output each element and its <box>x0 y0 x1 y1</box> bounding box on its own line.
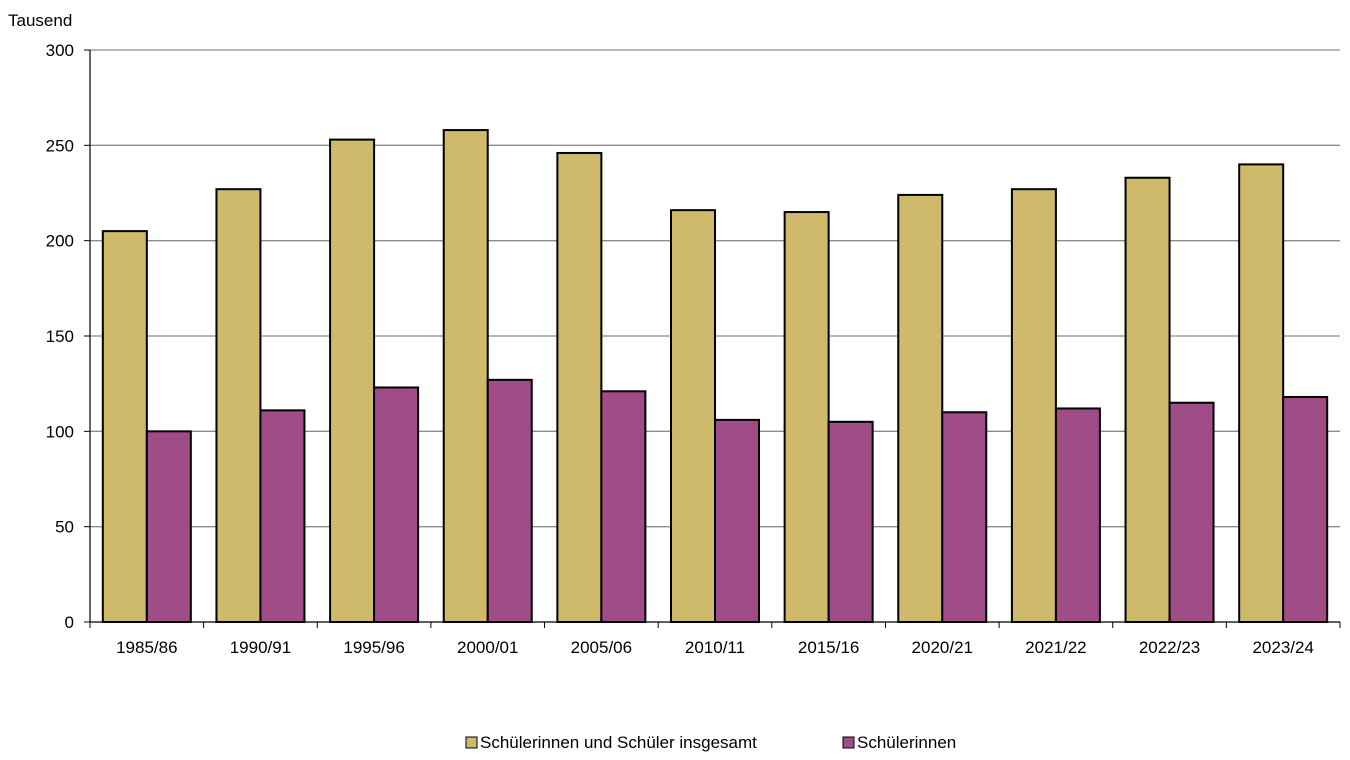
x-tick-label: 2022/23 <box>1139 638 1200 657</box>
x-tick-label: 2015/16 <box>798 638 859 657</box>
bar-schuelerinnen <box>486 378 533 623</box>
y-tick-label: 300 <box>46 41 74 60</box>
bar-insgesamt <box>556 151 603 624</box>
x-tick-label: 2021/22 <box>1025 638 1086 657</box>
x-tick-label: 1990/91 <box>230 638 291 657</box>
legend-swatch <box>465 736 478 749</box>
bar-insgesamt <box>101 230 148 623</box>
bar-schuelerinnen <box>1168 401 1215 623</box>
x-tick-label: 1995/96 <box>343 638 404 657</box>
bar-schuelerinnen <box>600 390 647 623</box>
bar-schuelerinnen <box>1054 407 1101 623</box>
y-tick-label: 150 <box>46 327 74 346</box>
bar-insgesamt <box>670 209 716 623</box>
bar-schuelerinnen <box>259 409 306 623</box>
x-tick-label: 2020/21 <box>912 638 973 657</box>
y-tick-label: 0 <box>65 613 74 632</box>
bar-insgesamt <box>442 129 489 624</box>
x-tick-label: 2000/01 <box>457 638 518 657</box>
legend-label: Schülerinnen und Schüler insgesamt <box>480 733 757 752</box>
y-tick-label: 100 <box>46 422 74 441</box>
legend-label: Schülerinnen <box>857 733 956 752</box>
axes <box>84 49 1341 628</box>
y-tick-label: 250 <box>46 136 74 155</box>
x-tick-label: 1985/86 <box>116 638 177 657</box>
y-axis-unit-label: Tausend <box>8 11 72 30</box>
bar-schuelerinnen <box>1282 396 1329 623</box>
bar-schuelerinnen <box>827 420 874 623</box>
bar-schuelerinnen <box>714 418 760 624</box>
y-tick-label: 50 <box>55 518 74 537</box>
bars <box>101 129 1329 624</box>
x-tick-labels: 1985/86 1990/91 1995/96 2000/01 2005/06 2010/… <box>116 638 1314 657</box>
legend: Schülerinnen und Schüler insgesamt Schüle… <box>465 733 956 752</box>
bar-insgesamt <box>1010 188 1057 623</box>
legend-swatch <box>842 736 855 749</box>
y-tick-labels: 0 50 100 150 200 250 300 <box>46 41 74 632</box>
x-tick-label: 2005/06 <box>571 638 632 657</box>
bar-insgesamt <box>215 188 262 623</box>
x-tick-label: 2023/24 <box>1252 638 1313 657</box>
bar-schuelerinnen <box>145 430 192 624</box>
bar-schuelerinnen <box>941 411 988 623</box>
bar-insgesamt <box>783 211 830 623</box>
x-tick-label: 2010/11 <box>685 638 745 657</box>
bar-insgesamt <box>897 193 944 623</box>
bar-schuelerinnen <box>373 386 420 624</box>
y-tick-label: 200 <box>46 232 74 251</box>
bar-insgesamt <box>1124 176 1171 623</box>
bar-insgesamt <box>329 138 376 623</box>
bar-insgesamt <box>1238 163 1285 623</box>
